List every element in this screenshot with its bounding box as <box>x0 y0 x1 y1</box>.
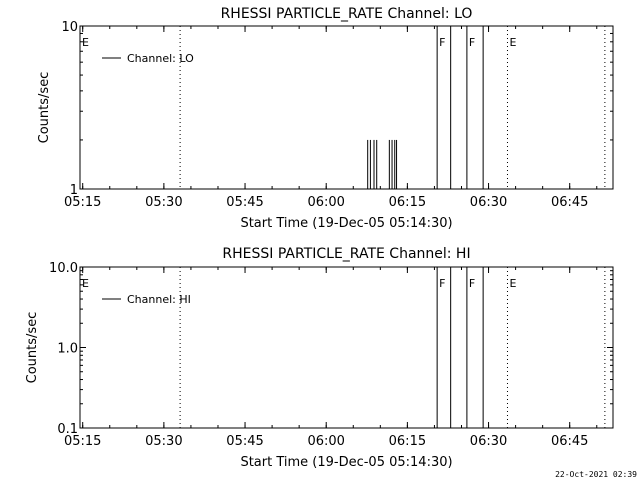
x-tick-label: 05:45 <box>226 434 263 449</box>
chart-title: RHESSI PARTICLE_RATE Channel: LO <box>221 6 473 22</box>
event-marker-label: E <box>509 277 516 290</box>
x-tick-label: 05:30 <box>145 434 182 449</box>
event-marker-label: F <box>439 36 445 49</box>
event-marker-label: E <box>82 36 89 49</box>
chart-panel-1: RHESSI PARTICLE_RATE Channel: LO E F F E 05:1… <box>37 6 614 231</box>
x-tick-label: 06:15 <box>389 434 426 449</box>
plot-frame <box>79 266 614 429</box>
y-tick-label: 1 <box>70 183 78 198</box>
y-tick-label: 10.0 <box>49 261 78 276</box>
y-axis-label: Counts/sec <box>37 72 52 144</box>
x-axis-label: Start Time (19-Dec-05 05:14:30) <box>240 455 452 470</box>
y-axis-label: Counts/sec <box>25 312 40 384</box>
event-marker-label: F <box>439 277 445 290</box>
x-tick-label: 05:30 <box>145 195 182 210</box>
y-tick-label: 0.1 <box>57 422 78 437</box>
legend: Channel: LO <box>102 52 194 65</box>
event-marker-label: E <box>509 36 516 49</box>
x-tick-label: 06:30 <box>470 195 507 210</box>
x-tick-label: 06:15 <box>389 195 426 210</box>
x-tick-label: 05:15 <box>64 434 101 449</box>
x-tick-label: 06:30 <box>470 434 507 449</box>
x-tick-label: 06:00 <box>307 195 344 210</box>
event-marker-label: F <box>469 277 475 290</box>
plot-frame <box>79 25 614 190</box>
chart-panel-2: RHESSI PARTICLE_RATE Channel: HI E F F E 05:1… <box>25 246 614 470</box>
event-marker-label: E <box>82 277 89 290</box>
y-tick-label: 10 <box>61 20 78 35</box>
x-tick-label: 05:45 <box>226 195 263 210</box>
chart-title: RHESSI PARTICLE_RATE Channel: HI <box>222 246 470 262</box>
legend-entry: Channel: HI <box>127 293 191 306</box>
y-tick-label: 1.0 <box>57 342 78 357</box>
legend-entry: Channel: LO <box>127 52 194 65</box>
event-marker-label: F <box>469 36 475 49</box>
x-tick-label: 06:45 <box>551 434 588 449</box>
x-axis-label: Start Time (19-Dec-05 05:14:30) <box>240 216 452 231</box>
x-tick-label: 06:45 <box>551 195 588 210</box>
footer-timestamp: 22-Oct-2021 02:39 <box>555 470 637 479</box>
legend: Channel: HI <box>102 293 191 306</box>
x-tick-label: 05:15 <box>64 195 101 210</box>
x-tick-label: 06:00 <box>307 434 344 449</box>
